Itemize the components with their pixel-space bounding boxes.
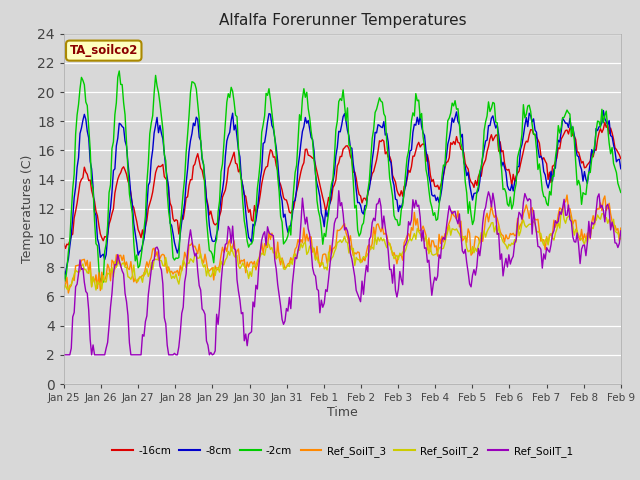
Ref_SoilT_3 (541, 247, 549, 252)
Ref_SoilT_3 (617, 225, 625, 231)
Ref_SoilT_3 (60, 285, 68, 290)
-2cm (349, 179, 357, 185)
Ref_SoilT_1 (617, 228, 625, 234)
Ref_SoilT_1 (458, 248, 466, 254)
Line: -2cm: -2cm (64, 71, 621, 283)
Legend: -16cm, -8cm, -2cm, Ref_SoilT_3, Ref_SoilT_2, Ref_SoilT_1: -16cm, -8cm, -2cm, Ref_SoilT_3, Ref_Soil… (108, 442, 577, 461)
Ref_SoilT_3 (458, 238, 466, 244)
-16cm (617, 156, 625, 162)
Line: Ref_SoilT_1: Ref_SoilT_1 (64, 191, 621, 355)
Line: -16cm: -16cm (64, 122, 621, 248)
Ref_SoilT_3 (563, 192, 571, 198)
-16cm (81, 164, 88, 170)
-16cm (601, 120, 609, 125)
-8cm (60, 276, 68, 281)
-2cm (98, 274, 106, 280)
Ref_SoilT_1 (335, 188, 342, 193)
-8cm (617, 166, 625, 171)
Ref_SoilT_2 (458, 234, 466, 240)
Text: TA_soilco2: TA_soilco2 (70, 44, 138, 57)
-8cm (614, 157, 621, 163)
-8cm (540, 169, 548, 175)
Ref_SoilT_1 (541, 256, 549, 262)
-2cm (97, 280, 104, 286)
-2cm (616, 185, 623, 191)
-8cm (79, 118, 87, 123)
Ref_SoilT_1 (60, 352, 68, 358)
Ref_SoilT_2 (617, 236, 625, 242)
-2cm (543, 201, 550, 206)
Line: Ref_SoilT_2: Ref_SoilT_2 (64, 209, 621, 290)
-16cm (541, 158, 549, 164)
Ref_SoilT_2 (79, 261, 87, 267)
Ref_SoilT_2 (348, 247, 356, 252)
-2cm (60, 269, 68, 275)
-16cm (61, 245, 69, 251)
-16cm (98, 235, 106, 241)
-2cm (460, 157, 468, 163)
Line: -8cm: -8cm (64, 110, 621, 278)
X-axis label: Time: Time (327, 406, 358, 419)
Ref_SoilT_2 (92, 287, 100, 293)
Ref_SoilT_2 (541, 238, 549, 243)
-2cm (79, 77, 87, 83)
Y-axis label: Temperatures (C): Temperatures (C) (22, 155, 35, 263)
Ref_SoilT_3 (65, 290, 72, 296)
Ref_SoilT_3 (98, 269, 106, 275)
Ref_SoilT_1 (97, 352, 104, 358)
Ref_SoilT_1 (348, 256, 356, 262)
Ref_SoilT_2 (60, 286, 68, 292)
Ref_SoilT_3 (81, 256, 88, 262)
Ref_SoilT_2 (98, 286, 106, 292)
Line: Ref_SoilT_3: Ref_SoilT_3 (64, 195, 621, 293)
-16cm (348, 157, 356, 163)
Ref_SoilT_1 (614, 245, 621, 251)
Title: Alfalfa Forerunner Temperatures: Alfalfa Forerunner Temperatures (219, 13, 466, 28)
-8cm (457, 134, 465, 140)
-16cm (458, 147, 466, 153)
Ref_SoilT_2 (559, 206, 566, 212)
-8cm (97, 254, 104, 260)
-8cm (346, 144, 354, 150)
-8cm (600, 108, 607, 113)
-16cm (616, 152, 623, 158)
-16cm (60, 241, 68, 247)
-2cm (115, 68, 123, 74)
-2cm (617, 190, 625, 195)
Ref_SoilT_3 (348, 244, 356, 250)
Ref_SoilT_3 (616, 238, 623, 244)
Ref_SoilT_1 (79, 265, 87, 271)
Ref_SoilT_2 (616, 234, 623, 240)
